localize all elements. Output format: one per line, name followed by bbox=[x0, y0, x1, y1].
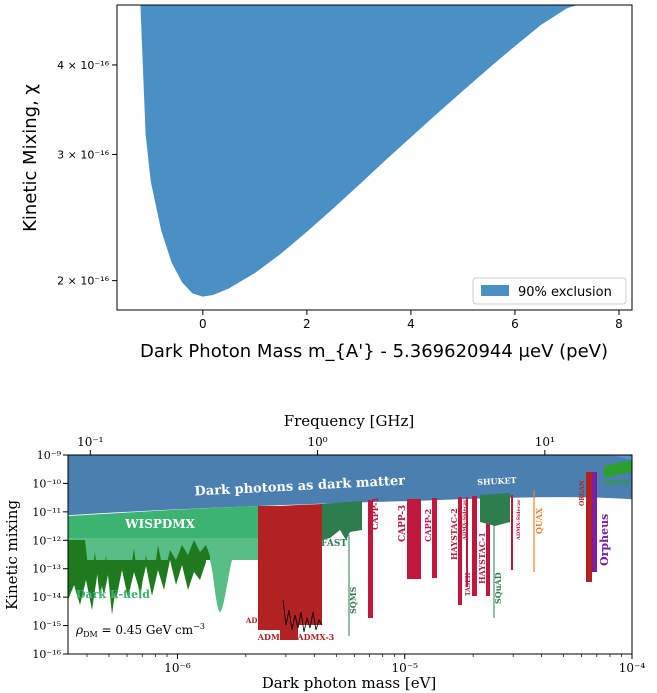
taseh-region bbox=[466, 497, 468, 587]
legend-box bbox=[472, 277, 627, 305]
admx-sidecar-2-region bbox=[511, 495, 513, 570]
top-x-tick-label: 8 bbox=[615, 317, 623, 331]
frequency-tick-label: 10⁻¹ bbox=[77, 435, 103, 449]
bottom-x-axis-label: Dark photon mass [eV] bbox=[262, 674, 437, 692]
top-legend: 90% exclusion bbox=[472, 277, 627, 305]
shuket-region bbox=[480, 493, 510, 526]
admx-1-label: ADMX-1 bbox=[245, 616, 278, 625]
sqms-label: SQMS bbox=[348, 586, 358, 614]
bottom-y-tick-label: 10⁻¹³ bbox=[32, 563, 61, 576]
haystac-2-label: HAYSTAC-2 bbox=[449, 508, 459, 560]
admx-2-3-label: ADMX-2 ADMX-3 bbox=[257, 632, 335, 642]
bottom-y-tick-label: 10⁻⁹ bbox=[37, 449, 62, 462]
bottom-y-tick-label: 10⁻¹² bbox=[32, 534, 61, 547]
limits-chart: Frequency [GHz] Dark photon mass [eV] Ki… bbox=[3, 412, 645, 692]
top-x-tick-label: 0 bbox=[199, 317, 207, 331]
admx-sidecar-region bbox=[472, 496, 477, 596]
organ-region bbox=[586, 472, 592, 582]
bottom-plot-frame bbox=[67, 454, 633, 655]
squad-label: SQuAD bbox=[493, 572, 503, 604]
legend-swatch bbox=[481, 285, 509, 296]
top-x-tick-label: 2 bbox=[303, 317, 311, 331]
wispdmx-label: WISPDMX bbox=[124, 517, 195, 531]
shuket-top-wedge bbox=[610, 455, 632, 460]
frequency-tick-label: 10¹ bbox=[535, 435, 555, 449]
rho-symbol: ρ bbox=[75, 623, 83, 637]
top-x-axis-label: Dark Photon Mass m_{A'} - 5.369620944 μe… bbox=[140, 341, 608, 362]
dark-efield-label: Dark E-field bbox=[76, 588, 150, 601]
frequency-ticks: 10⁻¹ 10⁰ 10¹ bbox=[77, 435, 555, 455]
bottom-x-tick-label: 10⁻⁶ bbox=[164, 661, 191, 675]
top-y-axis-label: Kinetic Mixing, χ bbox=[20, 84, 41, 232]
shuket-label: SHUKET bbox=[477, 475, 517, 487]
svg-text:ρDM = 0.45 GeV cm−3: ρDM = 0.45 GeV cm−3 bbox=[75, 622, 205, 639]
legend-label: 90% exclusion bbox=[518, 285, 612, 300]
fast-label: FAST bbox=[321, 539, 347, 549]
admx-3-region bbox=[298, 504, 322, 625]
top-plot-frame bbox=[116, 4, 633, 311]
haystac-1-region bbox=[486, 496, 490, 596]
admx-sidecar-2-label: ADMX-Sidecar bbox=[516, 499, 522, 541]
bottom-y-tick-label: 10⁻¹⁴ bbox=[32, 591, 61, 604]
frequency-tick-label: 10⁰ bbox=[308, 435, 328, 449]
exclusion-chart: 0 2 4 6 8 2 × 10⁻¹⁶ 3 × 10⁻¹⁶ 4 × 10⁻¹⁶ Dark P… bbox=[20, 4, 633, 362]
rho-subscript: DM bbox=[83, 630, 98, 639]
capp-2-region bbox=[432, 498, 437, 578]
dosue-region bbox=[604, 460, 632, 478]
bottom-x-tick-label: 10⁻⁴ bbox=[619, 661, 646, 675]
top-y-tick-label: 4 × 10⁻¹⁶ bbox=[57, 59, 109, 72]
bottom-x-tick-label: 10⁻⁵ bbox=[392, 661, 419, 675]
fast-region bbox=[322, 501, 362, 540]
capp-2-label: CAPP-2 bbox=[423, 509, 433, 542]
capp-3-label: CAPP-3 bbox=[398, 505, 408, 542]
wispdmx-region bbox=[68, 506, 258, 538]
admx-sidecar-label: ADMX-Sidecar bbox=[462, 499, 468, 541]
admx-noise bbox=[282, 599, 323, 633]
bottom-y-tick-label: 10⁻¹⁵ bbox=[32, 620, 61, 633]
taseh-label: TASEH bbox=[465, 572, 472, 596]
bottom-y-tick-label: 10⁻¹⁰ bbox=[32, 477, 61, 490]
rho-annotation: ρDM = 0.45 GeV cm−3 bbox=[75, 622, 205, 639]
organ-label: ORGAN bbox=[579, 480, 586, 506]
orpheus-region bbox=[592, 472, 597, 572]
top-y-tick-label: 2 × 10⁻¹⁶ bbox=[57, 275, 109, 288]
top-x-tick-label: 6 bbox=[511, 317, 519, 331]
bottom-y-ticks: 10⁻¹⁶ 10⁻¹⁵ 10⁻¹⁴ 10⁻¹³ 10⁻¹² 10⁻¹¹ 10⁻¹⁰ 10⁻⁹ bbox=[32, 449, 68, 661]
capp-1-region bbox=[368, 500, 373, 618]
orpheus-label: Orpheus bbox=[598, 514, 611, 566]
rho-value: = 0.45 GeV cm bbox=[98, 623, 194, 637]
capp-3-region bbox=[407, 499, 421, 579]
dosue-label: DOSUE bbox=[605, 480, 630, 487]
top-y-tick-label: 3 × 10⁻¹⁶ bbox=[57, 148, 109, 161]
top-x-tick-label: 4 bbox=[407, 317, 415, 331]
admx-1-region bbox=[258, 506, 280, 630]
frequency-axis-label: Frequency [GHz] bbox=[284, 412, 415, 430]
bottom-y-tick-label: 10⁻¹⁶ bbox=[32, 648, 61, 661]
haystac-1-label: HAYSTAC-1 bbox=[477, 532, 487, 584]
haystac-2-region bbox=[458, 497, 462, 605]
admx-2-region bbox=[280, 505, 298, 640]
top-x-ticks: 0 2 4 6 8 bbox=[199, 310, 623, 331]
bottom-y-axis-label: Kinetic mixing bbox=[3, 500, 21, 610]
rho-superscript: −3 bbox=[193, 622, 205, 631]
quax-label: QUAX bbox=[534, 507, 544, 534]
top-y-ticks: 2 × 10⁻¹⁶ 3 × 10⁻¹⁶ 4 × 10⁻¹⁶ bbox=[57, 59, 117, 288]
dm-region bbox=[68, 455, 632, 516]
capp-1-label: CAPP-1 bbox=[370, 497, 380, 530]
wispdmx-lower-region bbox=[68, 538, 258, 612]
exclusion-area bbox=[140, 5, 578, 297]
bottom-y-tick-label: 10⁻¹¹ bbox=[32, 506, 61, 519]
bottom-x-ticks: 10⁻⁶ 10⁻⁵ 10⁻⁴ bbox=[86, 654, 646, 675]
dark-efield-lower-region bbox=[68, 560, 206, 610]
